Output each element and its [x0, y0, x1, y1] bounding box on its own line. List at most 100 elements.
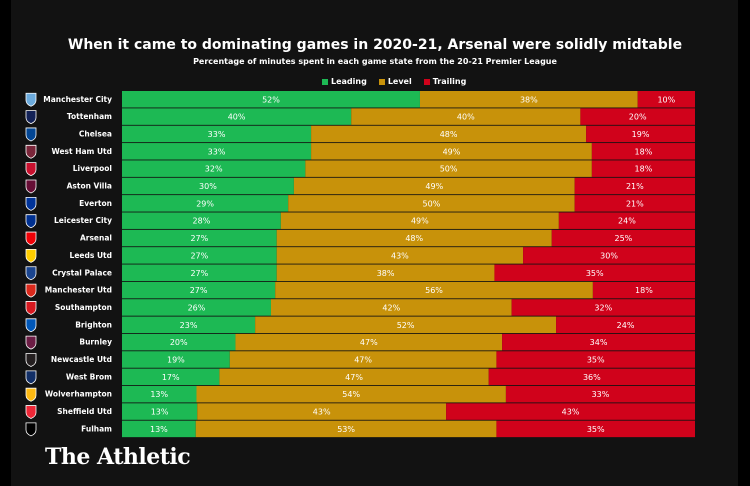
data-label-leading-wolverhampton: 13% [150, 390, 168, 399]
team-label-wolverhampton: Wolverhampton [45, 390, 112, 399]
bar-trailing-southampton [511, 299, 695, 316]
data-label-leading-west-ham-utd: 33% [208, 147, 226, 156]
bar-leading-liverpool [122, 160, 306, 177]
team-crest-icon-aston-villa [25, 179, 37, 194]
legend-item-level: Level [378, 77, 412, 86]
data-label-trailing-arsenal: 25% [614, 234, 632, 243]
data-label-level-aston-villa: 49% [425, 182, 443, 191]
bar-leading-aston-villa [122, 177, 294, 195]
bar-leading-burnley [122, 333, 236, 351]
data-label-trailing-newcastle-utd: 35% [587, 356, 605, 365]
bar-level-brighton [255, 316, 557, 334]
data-label-level-everton: 50% [423, 199, 441, 208]
bar-level-everton [288, 195, 575, 212]
bar-leading-fulham [122, 420, 196, 438]
team-crest-icon-wolverhampton [25, 387, 37, 402]
data-label-level-sheffield-utd: 43% [313, 408, 331, 417]
team-label-newcastle-utd: Newcastle Utd [51, 355, 112, 364]
data-label-level-brighton: 52% [397, 321, 415, 330]
team-label-arsenal: Arsenal [80, 234, 112, 243]
bar-leading-crystal-palace [122, 264, 277, 281]
bar-trailing-aston-villa [574, 177, 695, 195]
data-label-trailing-southampton: 32% [594, 303, 612, 312]
data-label-leading-crystal-palace: 27% [190, 269, 208, 278]
team-crest-icon-chelsea [25, 127, 37, 142]
data-label-level-tottenham: 40% [457, 113, 475, 122]
data-label-level-chelsea: 48% [440, 130, 458, 139]
bar-level-crystal-palace [276, 264, 495, 281]
data-label-leading-fulham: 13% [150, 425, 168, 434]
bar-level-manchester-city [419, 91, 638, 108]
data-label-trailing-manchester-city: 10% [657, 95, 675, 104]
bar-leading-arsenal [122, 229, 277, 247]
data-label-leading-manchester-utd: 27% [190, 286, 208, 295]
bar-leading-leeds-utd [122, 247, 277, 264]
bar-leading-everton [122, 195, 289, 212]
bar-trailing-chelsea [586, 125, 695, 143]
team-label-west-ham-utd: West Ham Utd [51, 147, 112, 156]
data-label-level-burnley: 47% [360, 338, 378, 347]
team-crest-icon-burnley [25, 335, 37, 350]
team-crest-icon-arsenal [25, 231, 37, 246]
team-crest-icon-tottenham [25, 110, 37, 125]
bar-trailing-leeds-utd [523, 247, 695, 264]
team-crest-icon-sheffield-utd [25, 405, 37, 419]
data-label-level-leeds-utd: 43% [391, 251, 409, 260]
data-label-leading-sheffield-utd: 13% [151, 408, 169, 417]
team-crest-icon-everton [25, 196, 37, 211]
team-label-crystal-palace: Crystal Palace [52, 268, 112, 277]
data-label-leading-manchester-city: 52% [262, 95, 280, 104]
data-label-trailing-aston-villa: 21% [626, 182, 644, 191]
bar-trailing-manchester-utd [592, 281, 695, 299]
team-crest-icon-manchester-utd [25, 283, 37, 298]
data-label-trailing-leicester-city: 24% [618, 217, 636, 226]
data-label-trailing-brighton: 24% [617, 321, 635, 330]
legend-item-leading: Leading [322, 77, 367, 86]
legend-swatch-trailing [423, 78, 430, 85]
bar-leading-leicester-city [122, 212, 281, 229]
data-label-level-fulham: 53% [337, 425, 355, 434]
data-label-leading-southampton: 26% [188, 303, 206, 312]
data-label-leading-aston-villa: 30% [199, 182, 217, 191]
team-crest-icon-fulham [25, 422, 37, 437]
bar-level-chelsea [311, 125, 587, 143]
legend-label-leading: Leading [331, 77, 367, 86]
data-label-trailing-chelsea: 19% [632, 130, 650, 139]
data-label-trailing-west-brom: 36% [583, 373, 601, 382]
bar-trailing-west-ham-utd [591, 143, 695, 160]
bar-leading-brighton [122, 316, 256, 334]
team-crest-icon-west-ham-utd [25, 144, 37, 159]
chart-title: When it came to dominating games in 2020… [67, 37, 683, 53]
bar-leading-west-ham-utd [122, 143, 312, 160]
data-label-leading-leeds-utd: 27% [190, 251, 208, 260]
team-label-chelsea: Chelsea [79, 129, 112, 138]
data-label-leading-burnley: 20% [170, 338, 188, 347]
team-label-tottenham: Tottenham [67, 112, 112, 121]
data-label-trailing-liverpool: 18% [635, 165, 653, 174]
bar-trailing-fulham [496, 420, 695, 438]
bar-trailing-tottenham [580, 108, 695, 125]
data-label-leading-everton: 29% [196, 199, 214, 208]
bar-leading-tottenham [122, 108, 352, 125]
bar-level-tottenham [351, 108, 581, 125]
team-label-leeds-utd: Leeds Utd [70, 251, 112, 260]
bar-level-wolverhampton [196, 385, 506, 403]
brand-logo: The Athletic [45, 444, 191, 470]
team-crest-icon-crystal-palace [25, 266, 37, 281]
bar-leading-manchester-utd [122, 281, 276, 299]
team-crest-icon-manchester-city [25, 92, 37, 107]
team-label-aston-villa: Aston Villa [67, 182, 112, 191]
data-label-trailing-manchester-utd: 18% [635, 286, 653, 295]
data-label-leading-arsenal: 27% [190, 234, 208, 243]
bar-leading-wolverhampton [122, 385, 197, 403]
bar-level-west-ham-utd [311, 143, 592, 160]
legend-label-trailing: Trailing [432, 77, 467, 86]
bar-level-aston-villa [293, 177, 575, 195]
bar-trailing-burnley [502, 333, 695, 351]
bar-level-west-brom [219, 368, 489, 386]
data-label-trailing-crystal-palace: 35% [586, 269, 604, 278]
team-crest-icon-southampton [25, 301, 37, 315]
team-crest-icon-liverpool [25, 162, 37, 177]
bar-leading-sheffield-utd [122, 403, 198, 420]
